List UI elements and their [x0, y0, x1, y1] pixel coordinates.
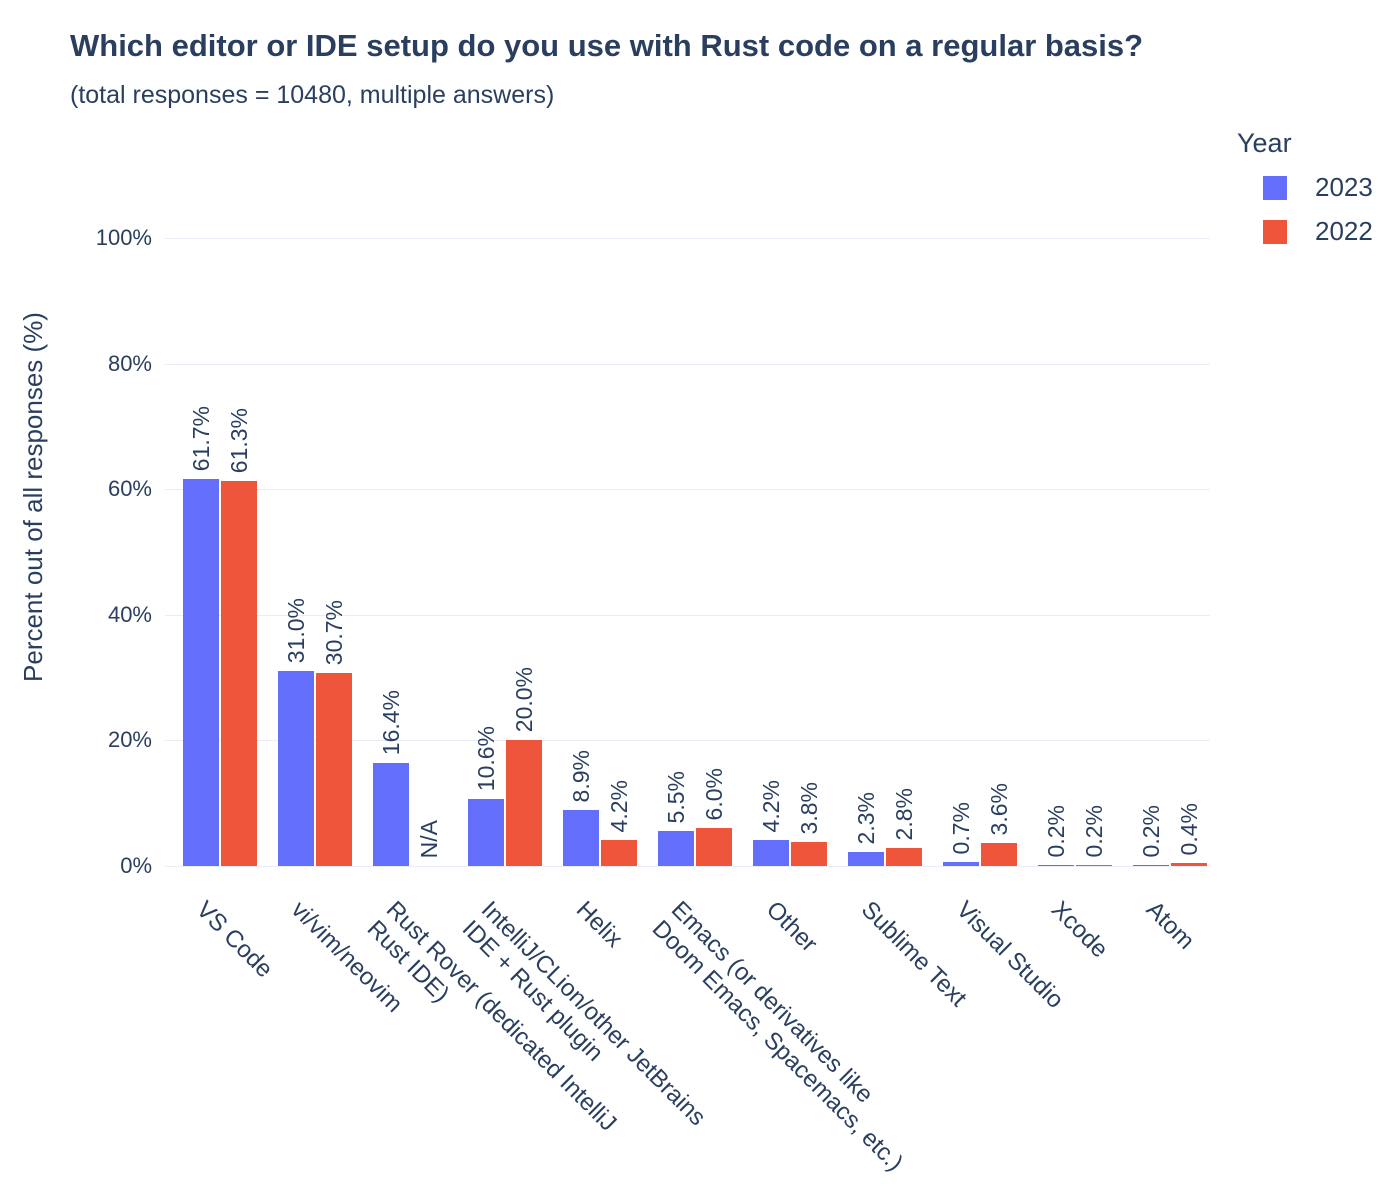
x-axis-tick-label: Xcode [1045, 896, 1113, 964]
bar-value-label: 10.6% [472, 725, 499, 791]
legend-label-2023: 2023 [1315, 172, 1373, 202]
y-axis-tick-label: 60% [107, 476, 152, 501]
bar-2023-10[interactable] [1037, 865, 1074, 866]
x-axis-tick-label: Other [760, 896, 822, 958]
bar-value-label: 3.8% [795, 781, 822, 834]
bar-2022-1[interactable] [220, 481, 257, 866]
gridline [165, 740, 1210, 741]
bar-value-label: 0.2% [1042, 804, 1069, 857]
bar-2023-9[interactable] [942, 862, 979, 866]
bar-2023-8[interactable] [847, 852, 884, 866]
y-axis-title: Percent out of all responses (%) [18, 312, 48, 682]
bar-2022-8[interactable] [885, 848, 922, 866]
bar-2022-5[interactable] [600, 840, 637, 866]
gridline [165, 238, 1210, 239]
legend-item-2023[interactable]: 2023 [1263, 172, 1373, 203]
bar-value-label: 0.2% [1080, 804, 1107, 857]
chart-title: Which editor or IDE setup do you use wit… [70, 28, 1144, 63]
x-axis-tick-label: Helix [570, 896, 628, 953]
gridline [165, 615, 1210, 616]
legend-label-2022: 2022 [1315, 216, 1373, 246]
x-axis-tick-label: VS Code [190, 896, 278, 984]
bar-value-label: 0.4% [1175, 802, 1202, 855]
bar-2023-4[interactable] [467, 799, 504, 866]
x-axis-tick-label: Atom [1140, 896, 1200, 955]
bar-value-label: 6.0% [700, 767, 727, 820]
bar-value-label: 20.0% [510, 666, 537, 732]
y-axis-tick-label: 20% [107, 727, 152, 752]
bar-value-label: 30.7% [320, 599, 347, 665]
bar-value-label: 61.3% [225, 407, 252, 473]
bar-value-label: 4.2% [605, 779, 632, 832]
bar-2023-5[interactable] [562, 810, 599, 866]
bar-2023-3[interactable] [372, 763, 409, 866]
bar-2022-4[interactable] [505, 740, 542, 866]
bar-value-label: 0.2% [1137, 804, 1164, 857]
bar-2023-7[interactable] [752, 840, 789, 866]
bar-value-label: 5.5% [662, 770, 689, 823]
legend: Year 2023 2022 [1237, 128, 1373, 260]
bar-value-label: 61.7% [187, 405, 214, 471]
bar-2023-6[interactable] [657, 831, 694, 866]
gridline [165, 489, 1210, 490]
bar-value-label: 8.9% [567, 749, 594, 802]
bar-2022-11[interactable] [1170, 863, 1207, 866]
y-axis-tick-label: 80% [107, 351, 152, 376]
bar-value-label: 2.8% [890, 787, 917, 840]
y-axis-tick-label: 0% [120, 853, 152, 878]
y-axis-tick-label: 40% [107, 602, 152, 627]
bar-2022-7[interactable] [790, 842, 827, 866]
bar-2022-6[interactable] [695, 828, 732, 866]
y-axis-tick-label: 100% [95, 225, 152, 250]
bar-value-label: 2.3% [852, 791, 879, 844]
bar-value-label: 31.0% [282, 597, 309, 663]
bar-2022-10[interactable] [1075, 865, 1112, 866]
bar-2023-2[interactable] [277, 671, 314, 866]
legend-title: Year [1237, 128, 1292, 158]
bar-value-label: 16.4% [377, 689, 404, 755]
bar-2023-1[interactable] [182, 479, 219, 866]
bar-2023-11[interactable] [1132, 865, 1169, 866]
gridline [165, 866, 1210, 867]
na-label: N/A [415, 819, 442, 858]
legend-swatch-2022 [1263, 219, 1287, 244]
bar-2022-9[interactable] [980, 843, 1017, 866]
chart-subtitle: (total responses = 10480, multiple answe… [70, 81, 555, 109]
bar-2022-2[interactable] [315, 673, 352, 866]
legend-swatch-2023 [1263, 175, 1287, 200]
bar-value-label: 4.2% [757, 779, 784, 832]
gridline [165, 364, 1210, 365]
legend-item-2022[interactable]: 2022 [1263, 216, 1373, 247]
bar-value-label: 3.6% [985, 782, 1012, 835]
bar-value-label: 0.7% [947, 801, 974, 854]
